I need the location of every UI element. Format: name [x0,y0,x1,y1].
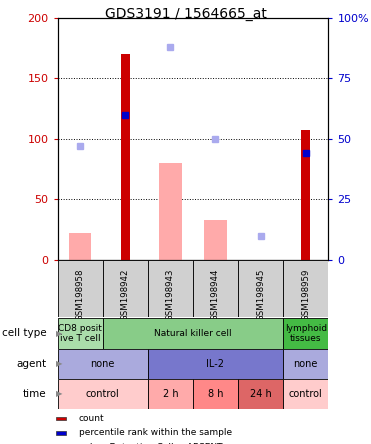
Text: GSM198958: GSM198958 [76,268,85,321]
Text: Natural killer cell: Natural killer cell [154,329,232,338]
Bar [121,54,130,260]
Bar [301,130,310,260]
Text: GSM198942: GSM198942 [121,268,130,321]
Bar [159,163,182,260]
Text: 8 h: 8 h [208,389,223,399]
Bar [193,260,238,317]
Bar [58,379,148,409]
Bar [69,233,91,260]
Text: none: none [293,359,318,369]
Text: 24 h: 24 h [250,389,272,399]
Bar [103,260,148,317]
Bar [58,318,103,349]
Text: none: none [91,359,115,369]
Bar [238,260,283,317]
Bar [103,318,283,349]
Text: GDS3191 / 1564665_at: GDS3191 / 1564665_at [105,7,266,21]
Bar [56,431,66,435]
Text: 2 h: 2 h [162,389,178,399]
Text: agent: agent [16,359,46,369]
Bar [283,318,328,349]
Text: GSM198944: GSM198944 [211,268,220,321]
Bar [283,349,328,379]
Bar [283,260,328,317]
Bar [148,379,193,409]
Bar [148,260,193,317]
Bar [58,260,103,317]
Text: ▶: ▶ [56,389,62,398]
Bar [58,349,148,379]
Text: value, Detection Call = ABSENT: value, Detection Call = ABSENT [79,443,222,444]
Text: GSM198959: GSM198959 [301,268,310,321]
Text: ▶: ▶ [56,359,62,368]
Text: lymphoid
tissues: lymphoid tissues [285,324,327,343]
Bar [283,379,328,409]
Text: percentile rank within the sample: percentile rank within the sample [79,428,232,437]
Bar [148,349,283,379]
Text: IL-2: IL-2 [207,359,224,369]
Text: time: time [23,389,46,399]
Bar [204,220,227,260]
Text: count: count [79,414,104,423]
Bar [56,416,66,420]
Bar [238,379,283,409]
Text: ▶: ▶ [56,329,62,338]
Text: GSM198945: GSM198945 [256,268,265,321]
Text: cell type: cell type [2,329,46,338]
Text: control: control [86,389,119,399]
Bar [193,379,238,409]
Text: GSM198943: GSM198943 [166,268,175,321]
Text: CD8 posit
ive T cell: CD8 posit ive T cell [58,324,102,343]
Text: control: control [289,389,323,399]
